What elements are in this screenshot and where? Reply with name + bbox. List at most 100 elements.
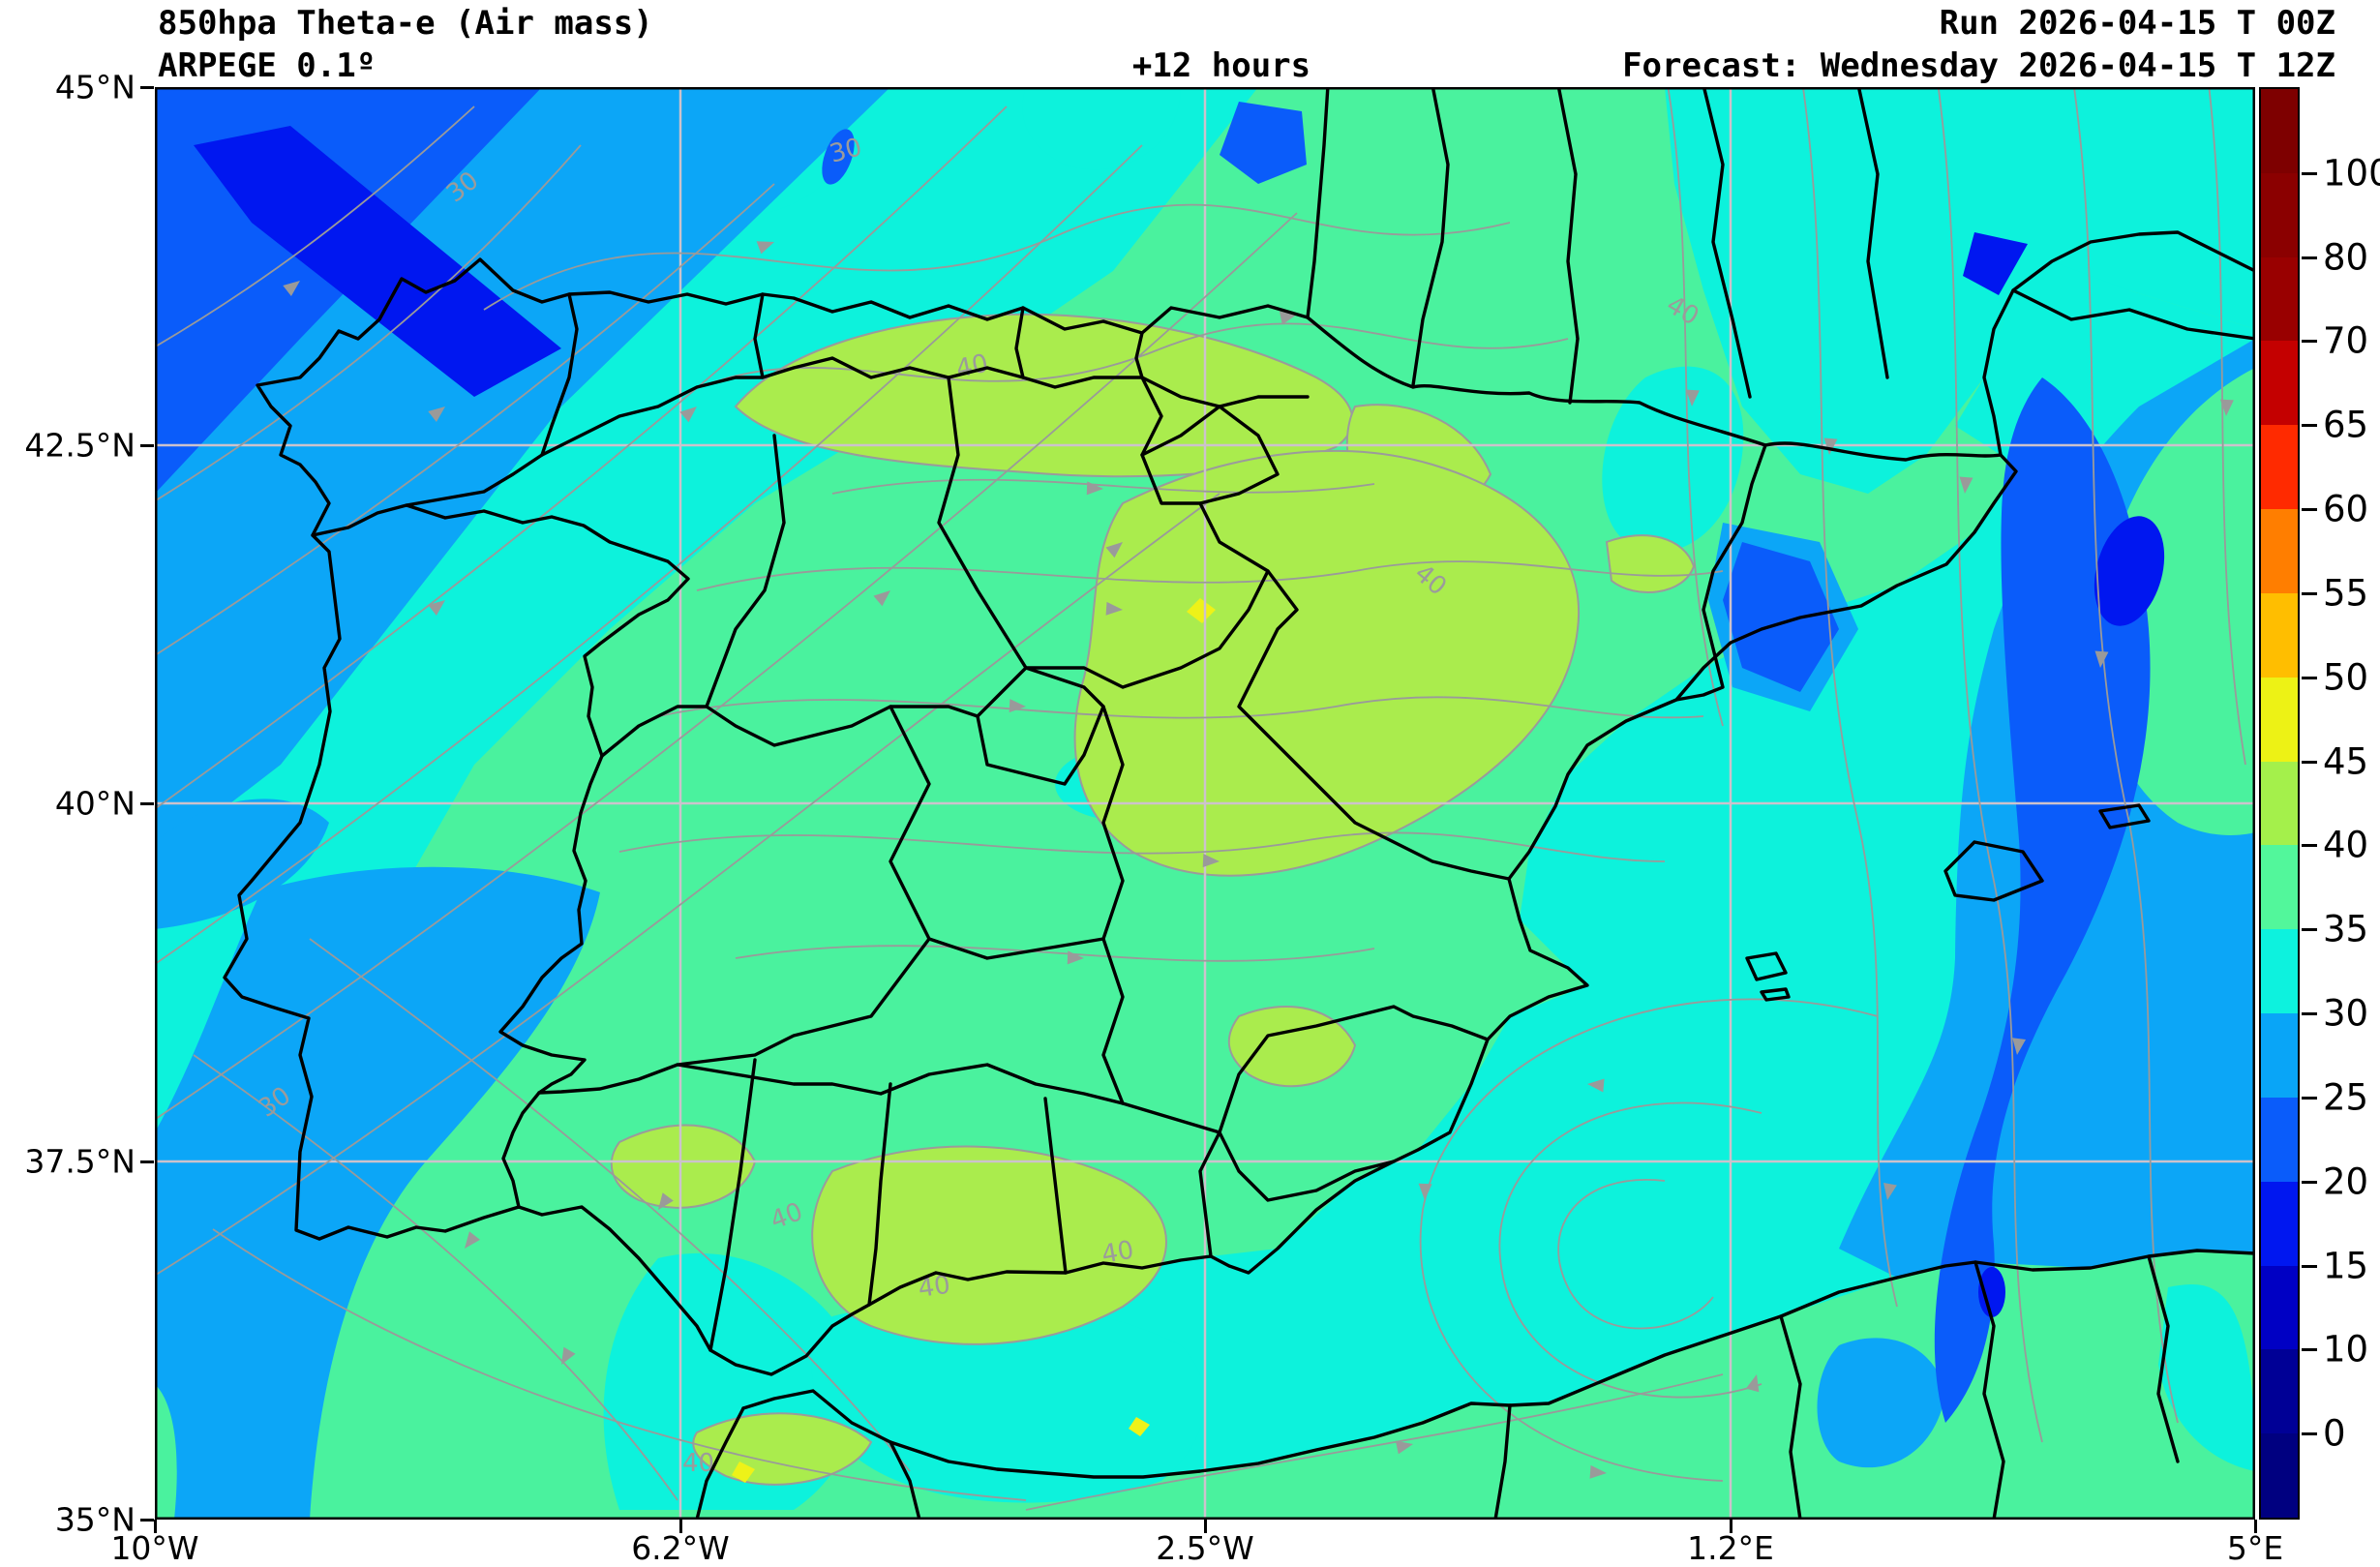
colorbar-tick-mark xyxy=(2302,1180,2317,1184)
france-border-2 xyxy=(1556,87,1580,405)
map-shape xyxy=(309,938,911,1472)
lon-tick-mark xyxy=(154,1520,157,1533)
aragon-catalonia-border xyxy=(1674,443,1767,702)
band-30-35-alboran-north xyxy=(811,1300,1205,1503)
band-30-35-france xyxy=(1665,87,2255,494)
wind-arrowhead xyxy=(428,600,445,616)
lat-tick-label: 37.5°N xyxy=(24,1142,136,1181)
wind-arrowhead xyxy=(1418,1183,1432,1200)
map-shape xyxy=(657,322,1569,407)
formentera-island xyxy=(1760,987,1791,1002)
wind-streamlines xyxy=(155,87,2246,1511)
colorbar-tick-label: 100 xyxy=(2323,152,2380,195)
colorbar xyxy=(2259,87,2300,1520)
band-40-45-patches xyxy=(610,313,1696,1486)
map-shape xyxy=(2072,87,2179,1424)
colorbar-tick-label: 40 xyxy=(2323,824,2369,866)
map-shape xyxy=(155,183,775,657)
colorbar-tick-label: 50 xyxy=(2323,656,2369,699)
colorbar-tick-label: 80 xyxy=(2323,236,2369,279)
map-shape xyxy=(618,831,1666,862)
band-15-20-nw-streak xyxy=(194,126,561,397)
map-shape xyxy=(212,1228,1027,1501)
colorbar-tick-label: 65 xyxy=(2323,404,2369,446)
lat-tick-mark xyxy=(140,444,154,447)
france-border-5 xyxy=(2011,288,2255,341)
lon-tick-mark xyxy=(1730,1520,1732,1533)
colorbar-tick-mark xyxy=(2302,1096,2317,1100)
map-shape xyxy=(2208,87,2246,766)
colorbar-segment xyxy=(2261,256,2298,342)
andalucia-province-4 xyxy=(1198,1130,1221,1258)
aragon-border xyxy=(1237,569,1511,881)
colorbar-tick-label: 45 xyxy=(2323,740,2369,783)
menorca-island xyxy=(2098,803,2151,829)
band-20-25-roussillon-spot xyxy=(1723,542,1839,692)
lon-tick-label: 5°E xyxy=(2226,1529,2284,1567)
lat-tick-label: 45°N xyxy=(54,68,136,106)
andalucia-province-2 xyxy=(867,1082,892,1307)
cyl-province-1 xyxy=(705,434,786,708)
colorbar-tick-label: 55 xyxy=(2323,572,2369,615)
map-shape xyxy=(1025,1373,1724,1511)
lat-tick-mark xyxy=(140,1519,154,1522)
colorbar-segment xyxy=(2261,1433,2298,1519)
lon-tick-label: 6.2°W xyxy=(631,1529,730,1567)
colorbar-tick-label: 0 xyxy=(2323,1412,2346,1455)
andalucia-province-1 xyxy=(708,1058,757,1352)
wind-arrowhead xyxy=(1202,854,1220,868)
colorbar-segment xyxy=(2261,845,2298,930)
contour-value-label: 40 xyxy=(953,349,991,384)
wind-arrowhead xyxy=(658,1192,674,1210)
band-40-45-murcia xyxy=(1227,1006,1357,1088)
wind-arrowhead xyxy=(465,1231,480,1249)
murcia-valencia-border xyxy=(1218,1005,1490,1202)
cyl-province-2 xyxy=(937,376,1028,670)
band-20-25-biscay-spot xyxy=(1220,102,1307,184)
map-shape xyxy=(735,945,1375,962)
map-shape xyxy=(696,560,1724,591)
model-label: ARPEGE 0.1º xyxy=(158,46,377,85)
wind-arrowhead xyxy=(2012,1038,2027,1055)
africa-border-3 xyxy=(1779,1314,1802,1520)
france-border-1 xyxy=(1411,87,1450,387)
forecast-label: Forecast: Wednesday 2026-04-15 T 12Z xyxy=(1622,46,2335,85)
band-45-50-spot-1 xyxy=(1187,598,1216,623)
madrid-border xyxy=(976,666,1105,786)
band-30-35-biscay-2 xyxy=(1022,87,1181,170)
band-30-35-east-edge xyxy=(2158,1284,2255,1471)
map-shape xyxy=(155,105,1008,810)
colorbar-segment xyxy=(2261,929,2298,1014)
wind-arrowhead xyxy=(1009,699,1026,713)
band-40-45-central xyxy=(1073,449,1581,877)
lon-tick-label: 1.2°E xyxy=(1687,1529,1774,1567)
band-20-25-small-spot xyxy=(822,129,855,185)
colorbar-segment xyxy=(2261,1013,2298,1098)
band-40-45-sierra-morena xyxy=(811,1145,1167,1345)
colorbar-segment xyxy=(2261,761,2298,846)
band-40-45-extremadura xyxy=(610,1124,757,1209)
colorbar-segment xyxy=(2261,1097,2298,1182)
navarra-border xyxy=(1198,405,1280,505)
colorbar-segment xyxy=(2261,677,2298,762)
lead-time-label: +12 hours xyxy=(1131,46,1311,85)
wind-arrowhead xyxy=(873,590,890,607)
france-border-3 xyxy=(1702,87,1752,399)
colorbar-segment xyxy=(2261,425,2298,510)
map-shape xyxy=(483,203,1511,311)
map-shape xyxy=(193,1054,678,1501)
rioja-border xyxy=(1140,405,1221,457)
iberia-coastline xyxy=(223,257,2018,1376)
colorbar-tick-label: 35 xyxy=(2323,908,2369,950)
map-shape xyxy=(1557,1179,1714,1330)
band-25-30-africa-spot xyxy=(1817,1338,1945,1468)
band-15-20-balearic-spot xyxy=(2094,516,2165,626)
map-shape xyxy=(155,105,475,348)
map-plot-area: 30 30 30 40 40 40 40 40 40 40 xyxy=(155,87,2255,1520)
lat-tick-mark xyxy=(140,1160,154,1163)
lon-tick-label: 10°W xyxy=(110,1529,199,1567)
band-30-35-ebro xyxy=(1602,366,1744,552)
france-border-4 xyxy=(1856,87,1889,379)
africa-coast-west xyxy=(695,1406,745,1520)
colorbar-segment xyxy=(2261,1265,2298,1350)
